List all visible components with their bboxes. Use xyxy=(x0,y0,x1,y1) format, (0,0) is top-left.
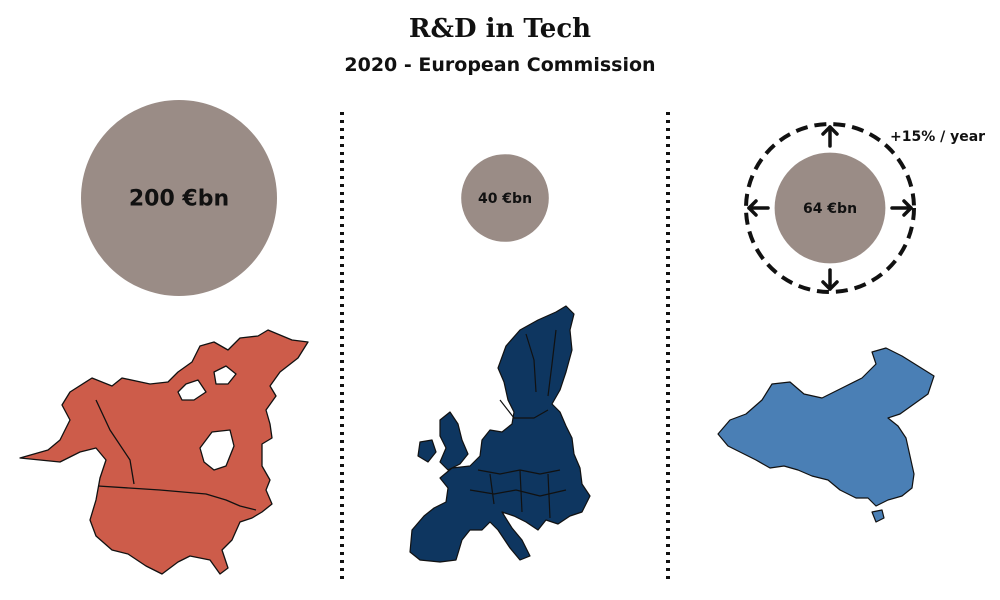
chart-subtitle: 2020 - European Commission xyxy=(344,54,656,76)
chart-title: R&D in Tech xyxy=(408,14,592,44)
bubble-label-europe: 40 €bn xyxy=(478,191,532,207)
europe-map xyxy=(409,305,591,563)
north-america-map xyxy=(19,329,309,575)
bubble-label-north-america: 200 €bn xyxy=(129,187,229,212)
china-map xyxy=(717,347,935,523)
bubble-china xyxy=(774,152,886,264)
bubble-europe xyxy=(461,154,549,242)
bubble-label-china: 64 €bn xyxy=(803,201,857,217)
bubble-north-america xyxy=(81,100,277,296)
growth-annotation: +15% / year xyxy=(890,129,985,145)
growth-indicator xyxy=(744,122,916,294)
